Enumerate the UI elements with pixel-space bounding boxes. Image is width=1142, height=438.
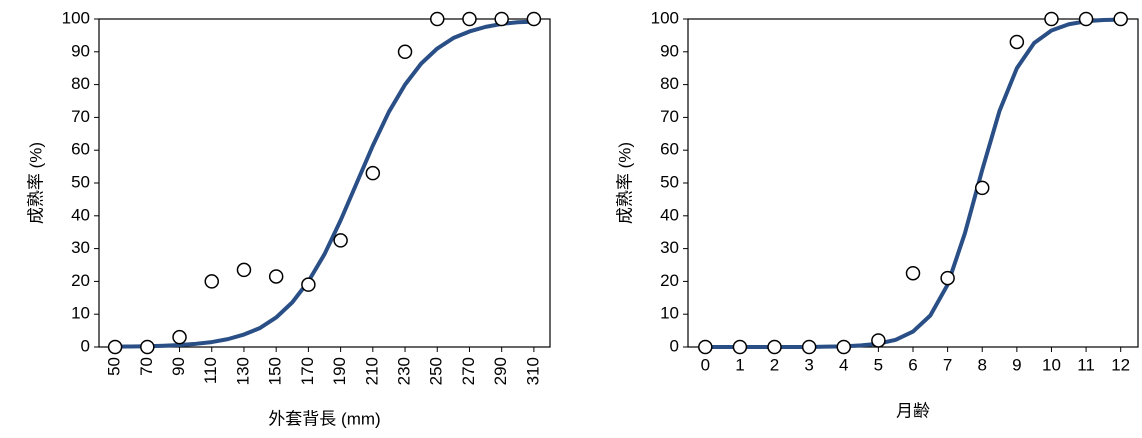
x-tick-label: 5 bbox=[874, 355, 883, 374]
y-axis-label: 成熟率 (%) bbox=[25, 142, 45, 224]
data-point bbox=[268, 269, 284, 284]
data-point bbox=[698, 339, 713, 355]
x-tick-label: 3 bbox=[804, 355, 813, 374]
y-tick-label: 30 bbox=[71, 238, 90, 257]
data-point bbox=[204, 274, 219, 289]
x-tick-label: 310 bbox=[523, 357, 542, 385]
data-point bbox=[172, 329, 187, 345]
data-point bbox=[430, 11, 445, 27]
data-point bbox=[905, 265, 921, 281]
data-point bbox=[526, 11, 542, 27]
data-point bbox=[1078, 11, 1094, 27]
x-tick-label: 4 bbox=[839, 355, 848, 374]
x-tick-label: 290 bbox=[491, 357, 510, 385]
x-tick-label: 9 bbox=[1012, 355, 1021, 374]
x-tick-label: 8 bbox=[977, 355, 986, 374]
y-tick-label: 50 bbox=[71, 172, 90, 191]
y-tick-label: 100 bbox=[651, 8, 679, 27]
x-tick-label: 150 bbox=[266, 357, 285, 385]
y-tick-label: 70 bbox=[71, 107, 90, 126]
data-point bbox=[836, 339, 852, 355]
x-tick-label: 270 bbox=[459, 357, 478, 385]
data-point bbox=[1009, 34, 1025, 50]
y-tick-label: 20 bbox=[71, 271, 90, 290]
x-tick-label: 11 bbox=[1077, 355, 1095, 374]
plot-frame bbox=[98, 18, 551, 348]
data-point bbox=[107, 339, 123, 355]
x-tick-label: 50 bbox=[105, 357, 124, 376]
x-tick-label: 1 bbox=[735, 355, 744, 374]
x-tick-label: 0 bbox=[701, 355, 710, 374]
data-point bbox=[974, 180, 990, 196]
y-tick-label: 90 bbox=[660, 41, 679, 60]
y-tick-label: 80 bbox=[660, 74, 679, 93]
x-tick-label: 12 bbox=[1111, 355, 1130, 374]
y-tick-label: 20 bbox=[660, 271, 679, 290]
x-tick-label: 10 bbox=[1042, 355, 1061, 374]
data-point bbox=[365, 165, 381, 181]
data-point bbox=[494, 11, 509, 27]
data-point bbox=[397, 44, 413, 60]
x-tick-label: 190 bbox=[330, 357, 349, 385]
data-point bbox=[333, 233, 348, 248]
data-point bbox=[236, 262, 252, 278]
x-tick-label: 170 bbox=[298, 357, 317, 385]
data-point bbox=[767, 339, 782, 355]
y-tick-label: 50 bbox=[660, 172, 679, 191]
plot-frame bbox=[687, 18, 1139, 348]
x-tick-label: 90 bbox=[169, 357, 188, 376]
y-tick-label: 60 bbox=[71, 140, 90, 159]
fitted-curve bbox=[115, 19, 534, 349]
y-tick-label: 0 bbox=[670, 336, 679, 355]
data-point bbox=[140, 339, 155, 355]
x-tick-label: 230 bbox=[395, 357, 414, 385]
data-point bbox=[1113, 11, 1128, 27]
x-tick-label: 7 bbox=[943, 355, 952, 374]
data-point bbox=[871, 333, 886, 348]
x-tick-label: 210 bbox=[362, 357, 381, 385]
y-tick-label: 10 bbox=[660, 304, 679, 323]
x-axis-label: 月齢 bbox=[896, 401, 930, 420]
y-tick-label: 70 bbox=[660, 107, 679, 126]
y-tick-label: 90 bbox=[71, 41, 90, 60]
x-tick-label: 130 bbox=[233, 357, 252, 385]
x-tick-label: 2 bbox=[770, 355, 779, 374]
x-axis-label: 外套背長 (mm) bbox=[268, 409, 380, 428]
data-point bbox=[732, 339, 748, 355]
y-axis-label: 成熟率 (%) bbox=[614, 142, 634, 224]
y-tick-label: 100 bbox=[62, 8, 90, 27]
y-tick-label: 60 bbox=[660, 140, 679, 159]
y-tick-label: 0 bbox=[81, 336, 90, 355]
data-point bbox=[940, 270, 955, 286]
x-tick-label: 110 bbox=[201, 357, 220, 384]
y-tick-label: 30 bbox=[660, 238, 679, 257]
x-tick-label: 70 bbox=[137, 357, 156, 376]
y-tick-label: 10 bbox=[71, 304, 90, 323]
y-tick-label: 40 bbox=[71, 205, 90, 224]
x-tick-label: 250 bbox=[427, 357, 446, 385]
data-point bbox=[301, 277, 316, 292]
data-point bbox=[801, 339, 817, 355]
y-tick-label: 80 bbox=[71, 74, 90, 93]
data-point bbox=[1044, 11, 1059, 27]
y-tick-label: 40 bbox=[660, 205, 679, 224]
fitted-curve bbox=[705, 17, 1121, 349]
x-tick-label: 6 bbox=[908, 355, 917, 374]
data-point bbox=[462, 11, 477, 27]
